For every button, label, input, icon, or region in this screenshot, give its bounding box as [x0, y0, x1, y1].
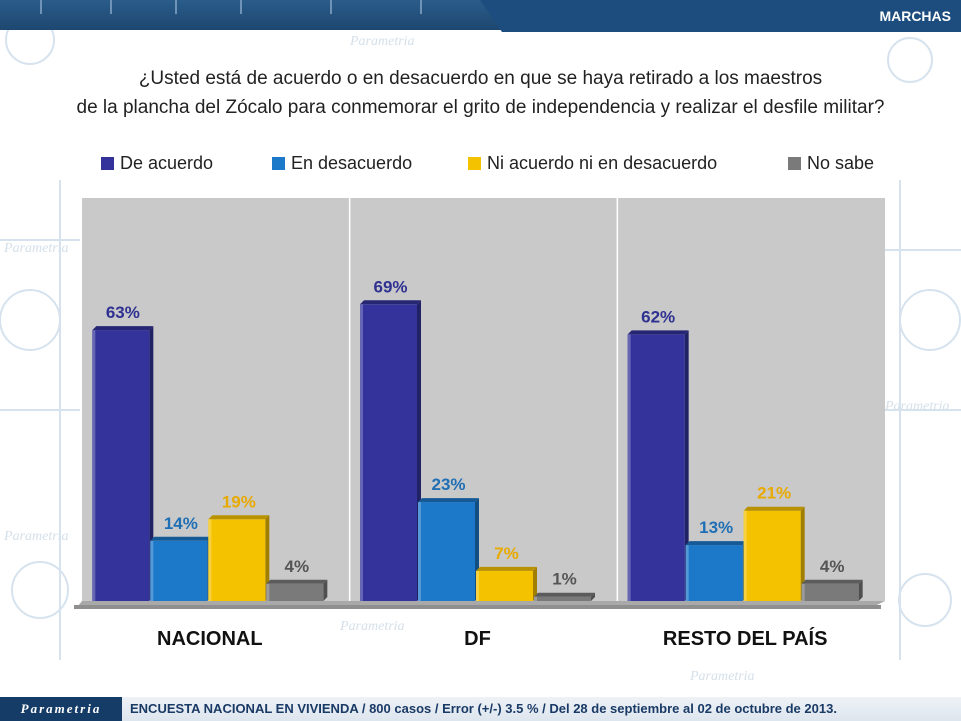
data-label: 63%	[106, 303, 140, 322]
watermark-text: Parametria	[339, 619, 405, 634]
chart-legend: De acuerdo En desacuerdo Ni acuerdo ni e…	[0, 150, 961, 176]
data-label: 69%	[373, 277, 407, 296]
bar-side	[800, 506, 805, 601]
section-tag-label: MARCHAS	[879, 8, 951, 24]
bar	[685, 545, 743, 601]
legend-item-de-acuerdo: De acuerdo	[101, 150, 213, 176]
bar	[266, 583, 324, 601]
legend-swatch	[788, 156, 801, 170]
bar-highlight	[92, 330, 96, 601]
legend-label: Ni acuerdo ni en desacuerdo	[487, 152, 718, 173]
data-label: 19%	[222, 492, 256, 511]
bar-highlight	[627, 334, 631, 601]
footer-logo: Parametria	[0, 697, 122, 721]
bar	[801, 583, 859, 601]
bar-top	[685, 541, 747, 546]
legend-swatch	[272, 156, 285, 170]
bar-top	[360, 300, 421, 305]
legend-label: De acuerdo	[120, 152, 214, 173]
bar	[360, 304, 417, 601]
plot-floor	[78, 601, 885, 606]
bar-highlight	[801, 583, 805, 601]
bar-highlight	[534, 596, 537, 601]
data-label: 13%	[699, 518, 733, 537]
bar-top	[92, 326, 154, 331]
watermark-text: Parametria	[3, 241, 69, 256]
bar	[534, 596, 591, 601]
legend-item-en-desacuerdo: En desacuerdo	[272, 150, 412, 176]
question-title: ¿Usted está de acuerdo o en desacuerdo e…	[20, 64, 941, 122]
data-label: 1%	[552, 570, 577, 589]
bar-side	[858, 579, 863, 601]
bar-top	[801, 579, 863, 584]
watermark-text: Parametria	[689, 669, 755, 684]
bar-highlight	[266, 583, 270, 601]
bar-side	[684, 330, 689, 601]
category-label: NACIONAL	[157, 628, 263, 650]
legend-swatch	[468, 156, 481, 170]
plot-floor-edge	[74, 605, 881, 609]
bar-highlight	[150, 540, 154, 601]
legend-label: En desacuerdo	[291, 152, 413, 173]
bar-top	[208, 515, 270, 520]
bar-highlight	[476, 570, 479, 601]
footer-bar: Parametria ENCUESTA NACIONAL EN VIVIENDA…	[0, 697, 961, 721]
data-label: 4%	[820, 557, 845, 576]
legend-item-ni-acuerdo: Ni acuerdo ni en desacuerdo	[468, 150, 717, 176]
legend-label: No sabe	[807, 152, 875, 173]
bar-top	[534, 592, 595, 597]
watermark-text: Parametria	[884, 399, 950, 414]
footer-text: ENCUESTA NACIONAL EN VIVIENDA / 800 caso…	[130, 701, 837, 716]
bar-highlight	[743, 510, 747, 601]
bar	[627, 334, 685, 601]
bar-side	[323, 579, 328, 601]
bar-highlight	[360, 304, 363, 601]
legend-item-no-sabe: No sabe	[788, 150, 874, 176]
bar-highlight	[208, 519, 212, 601]
bar-top	[418, 498, 479, 503]
data-label: 21%	[757, 484, 791, 503]
bar-side	[533, 566, 537, 601]
bar-top	[743, 506, 805, 511]
bar	[92, 330, 150, 601]
bar	[476, 570, 533, 601]
bar-top	[150, 536, 212, 541]
bar-side	[149, 326, 154, 601]
bar-top	[627, 330, 689, 335]
category-label: RESTO DEL PAÍS	[663, 627, 827, 650]
data-label: 4%	[285, 557, 310, 576]
watermark-text: Parametria	[349, 34, 415, 49]
data-label: 7%	[494, 544, 519, 563]
bar-top	[476, 566, 537, 571]
bar-side	[591, 592, 595, 601]
bar-side	[265, 515, 270, 601]
section-tag: MARCHAS	[480, 0, 961, 32]
question-line-1: ¿Usted está de acuerdo o en desacuerdo e…	[138, 68, 823, 89]
legend-swatch	[101, 156, 114, 170]
data-label: 14%	[164, 514, 198, 533]
watermark-text: Parametria	[3, 529, 69, 544]
data-label: 62%	[641, 307, 675, 326]
bar	[418, 502, 475, 601]
category-label: DF	[464, 628, 491, 650]
bar-highlight	[685, 545, 689, 601]
bar-highlight	[418, 502, 421, 601]
bar-top	[266, 579, 328, 584]
bar	[150, 540, 208, 601]
bar	[208, 519, 266, 601]
question-line-2: de la plancha del Zócalo para conmemorar…	[76, 97, 885, 118]
bar	[743, 510, 801, 601]
data-label: 23%	[431, 475, 465, 494]
